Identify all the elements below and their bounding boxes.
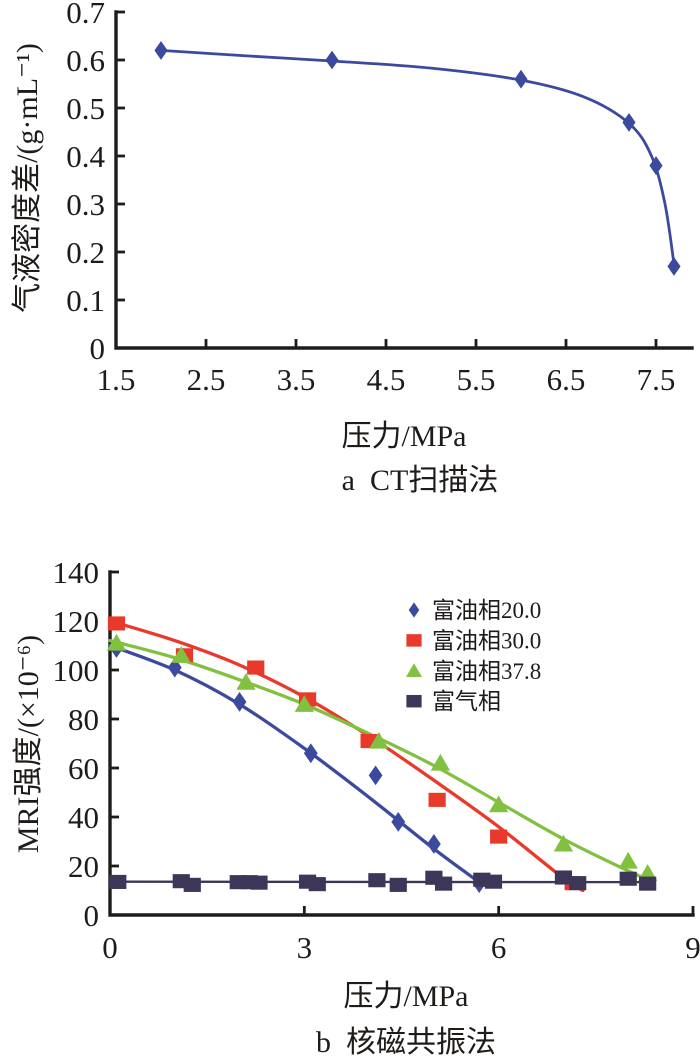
y-tick-label: 0 bbox=[90, 331, 106, 366]
data-point-marker bbox=[303, 743, 318, 764]
nmr-chart-trendline bbox=[108, 643, 483, 885]
data-point-marker bbox=[171, 646, 191, 663]
y-tick-label: 0.1 bbox=[66, 283, 105, 318]
data-point-marker bbox=[428, 792, 446, 807]
data-point-marker bbox=[619, 871, 637, 886]
data-point-marker bbox=[389, 877, 407, 892]
y-tick-label: 80 bbox=[68, 702, 99, 737]
x-tick-label: 1.5 bbox=[97, 362, 136, 397]
x-tick-label: 3 bbox=[297, 930, 313, 965]
y-tick-label: 0.6 bbox=[66, 43, 105, 78]
data-point-marker bbox=[308, 877, 326, 892]
legend-marker bbox=[406, 634, 422, 647]
data-point-marker bbox=[554, 870, 573, 885]
legend-marker bbox=[408, 602, 420, 618]
data-point-marker bbox=[236, 673, 256, 690]
data-point-marker bbox=[639, 876, 657, 891]
data-point-marker bbox=[490, 829, 508, 844]
data-point-marker bbox=[369, 731, 389, 749]
data-point-marker bbox=[325, 50, 339, 70]
data-point-marker bbox=[107, 616, 126, 631]
data-point-marker bbox=[553, 834, 574, 852]
chart-b-caption: b 核磁共振法 bbox=[316, 1026, 496, 1059]
data-point-marker bbox=[667, 256, 681, 276]
nmr-chart: 0 3 6 9 0 20 40 60 80 100 120 140 富油相20.0 富油相30.0 富油相3… bbox=[53, 555, 700, 965]
chart-a-caption: a CT扫描法 bbox=[341, 464, 499, 497]
data-point-marker bbox=[569, 876, 587, 891]
data-point-marker bbox=[154, 40, 168, 60]
y-tick-label: 100 bbox=[53, 653, 100, 688]
data-point-marker bbox=[247, 660, 265, 675]
nmr-chart-trendline bbox=[108, 638, 656, 884]
data-point-marker bbox=[232, 691, 247, 712]
legend-marker bbox=[406, 694, 422, 708]
data-point-marker bbox=[618, 851, 638, 869]
x-tick-label: 4.5 bbox=[367, 362, 406, 397]
data-point-marker bbox=[368, 873, 386, 888]
y-tick-label: 140 bbox=[53, 555, 100, 590]
y-tick-label: 40 bbox=[68, 800, 99, 835]
x-tick-label: 2.5 bbox=[187, 362, 226, 397]
data-point-marker bbox=[430, 753, 451, 771]
legend: 富油相20.0 富油相30.0 富油相37.8 富气相 bbox=[406, 598, 541, 714]
y-tick-label: 0.3 bbox=[66, 187, 105, 222]
ct-scan-chart-trendline bbox=[159, 49, 676, 266]
x-tick-label: 3.5 bbox=[277, 362, 316, 397]
y-tick-label: 0.5 bbox=[66, 91, 105, 126]
x-tick-label: 6 bbox=[491, 930, 507, 965]
chart-a-y-axis-label: 气液密度差/(g·mL⁻¹) bbox=[11, 43, 44, 313]
ct-scan-chart: 1.5 2.5 3.5 4.5 5.5 6.5 7.5 0 0.1 0.2 0.3 0.4 0.5 0.6… bbox=[66, 0, 694, 397]
data-point-marker bbox=[109, 874, 127, 889]
data-point-marker bbox=[294, 695, 314, 712]
data-point-marker bbox=[514, 69, 528, 89]
data-point-marker bbox=[106, 633, 127, 651]
data-point-marker bbox=[649, 156, 663, 176]
axes-lines bbox=[108, 570, 695, 917]
y-tick-label: 20 bbox=[68, 849, 99, 884]
data-point-marker bbox=[622, 112, 636, 132]
data-point-marker bbox=[183, 877, 201, 892]
chart-b-x-axis-label: 压力/MPa bbox=[343, 980, 469, 1013]
y-tick-label: 120 bbox=[53, 604, 100, 639]
legend-label: 富气相 bbox=[432, 689, 501, 714]
chart-a-x-axis-label: 压力/MPa bbox=[341, 420, 467, 453]
y-tick-label: 0.4 bbox=[66, 139, 105, 174]
y-tick-label: 0 bbox=[84, 898, 100, 933]
chart-b-y-axis-label: MRI强度/(×10⁻⁶) bbox=[12, 634, 45, 854]
x-tick-label: 7.5 bbox=[637, 362, 676, 397]
y-tick-label: 0.7 bbox=[66, 0, 105, 30]
legend-label: 富油相30.0 bbox=[432, 628, 541, 653]
data-point-marker bbox=[435, 876, 453, 891]
legend-marker bbox=[406, 663, 422, 678]
data-point-marker bbox=[368, 765, 383, 786]
y-tick-label: 60 bbox=[68, 751, 99, 786]
legend-label: 富油相20.0 bbox=[432, 598, 541, 623]
axes-lines bbox=[114, 10, 694, 350]
x-tick-label: 6.5 bbox=[547, 362, 586, 397]
data-point-marker bbox=[427, 834, 441, 854]
data-point-marker bbox=[391, 812, 406, 832]
legend-label: 富油相37.8 bbox=[432, 659, 541, 684]
x-tick-label: 0 bbox=[102, 930, 118, 965]
data-point-marker bbox=[250, 875, 268, 890]
y-tick-label: 0.2 bbox=[66, 235, 105, 270]
x-tick-label: 5.5 bbox=[457, 362, 496, 397]
data-point-marker bbox=[484, 874, 503, 889]
data-point-marker bbox=[489, 795, 509, 813]
x-tick-label: 9 bbox=[685, 930, 700, 965]
